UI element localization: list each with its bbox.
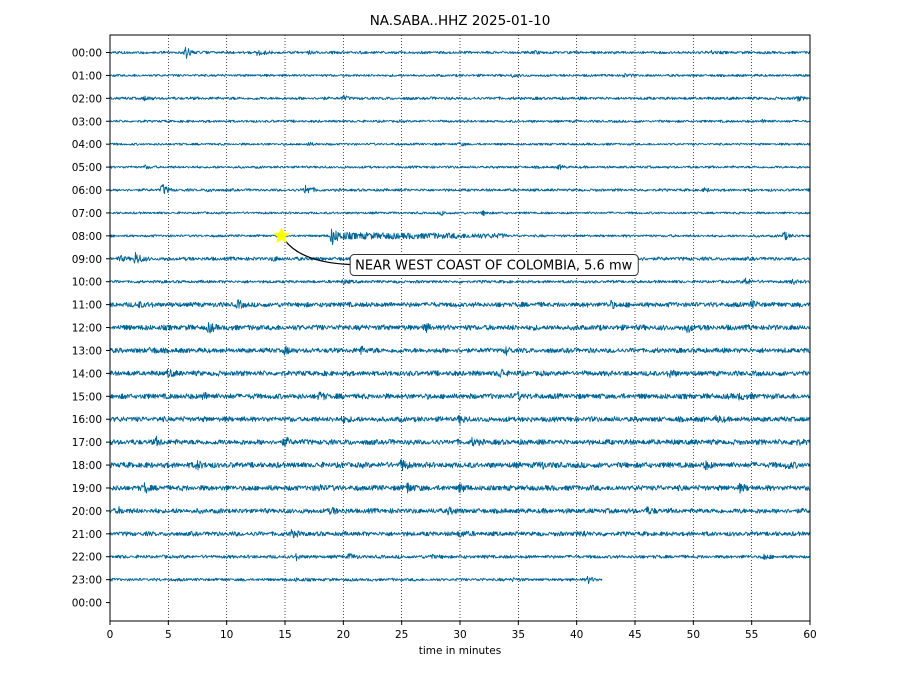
y-tick-label: 00:00 bbox=[72, 598, 102, 610]
trace-row-20:00 bbox=[109, 505, 811, 516]
trace-row-23:00 bbox=[109, 575, 603, 585]
y-tick-label: 07:00 bbox=[72, 208, 102, 220]
event-star-icon bbox=[272, 226, 291, 244]
x-tick-label: 40 bbox=[570, 629, 583, 641]
x-tick-label: 45 bbox=[628, 629, 641, 641]
y-tick-label: 11:00 bbox=[72, 300, 102, 312]
trace-row-02:00 bbox=[109, 94, 811, 102]
y-tick-label: 04:00 bbox=[72, 139, 102, 151]
y-tick-label: 03:00 bbox=[72, 116, 102, 128]
x-tick-label: 55 bbox=[745, 629, 758, 641]
trace-row-00:00 bbox=[109, 46, 811, 59]
trace-row-04:00 bbox=[109, 141, 811, 147]
y-tick-label: 00:00 bbox=[72, 48, 102, 60]
y-tick-label: 21:00 bbox=[72, 529, 102, 541]
trace-rows bbox=[109, 46, 811, 585]
y-tick-label: 06:00 bbox=[72, 185, 102, 197]
x-tick-label: 50 bbox=[687, 629, 700, 641]
trace-row-12:00 bbox=[109, 321, 811, 334]
y-tick-label: 23:00 bbox=[72, 575, 102, 587]
trace-row-21:00 bbox=[109, 528, 811, 539]
trace-row-17:00 bbox=[109, 435, 811, 448]
x-axis-label: time in minutes bbox=[419, 645, 501, 657]
y-tick-label: 18:00 bbox=[72, 460, 102, 472]
y-tick-label: 13:00 bbox=[72, 345, 102, 357]
event-label-box bbox=[349, 254, 639, 277]
x-tick-label: 5 bbox=[165, 629, 172, 641]
x-tick-label: 20 bbox=[337, 629, 350, 641]
trace-row-01:00 bbox=[109, 72, 811, 78]
y-tick-label: 22:00 bbox=[72, 552, 102, 564]
y-tick-label: 08:00 bbox=[72, 231, 102, 243]
trace-row-05:00 bbox=[109, 163, 811, 170]
x-tick-label: 30 bbox=[453, 629, 466, 641]
x-tick-label: 60 bbox=[803, 629, 816, 641]
x-tick-label: 0 bbox=[107, 629, 114, 641]
trace-row-14:00 bbox=[109, 368, 811, 379]
trace-row-10:00 bbox=[109, 277, 811, 285]
trace-row-18:00 bbox=[109, 459, 811, 472]
y-tick-label: 10:00 bbox=[72, 277, 102, 289]
event-label: NEAR WEST COAST OF COLOMBIA, 5.6 mw bbox=[355, 259, 632, 274]
y-tick-label: 19:00 bbox=[72, 483, 102, 495]
y-tick-label: 05:00 bbox=[72, 162, 102, 174]
trace-row-16:00 bbox=[109, 414, 811, 425]
trace-row-22:00 bbox=[109, 553, 811, 562]
y-tick-label: 14:00 bbox=[72, 368, 102, 380]
x-tick-label: 25 bbox=[395, 629, 408, 641]
y-tick-label: 15:00 bbox=[72, 391, 102, 403]
y-tick-label: 12:00 bbox=[72, 323, 102, 335]
y-tick-label: 20:00 bbox=[72, 506, 102, 518]
trace-row-13:00 bbox=[109, 345, 811, 356]
trace-row-11:00 bbox=[109, 299, 811, 310]
y-axis-ticks: 00:00 01:00 02:00 03:00 04:00 05:00 06:00 07:00… bbox=[72, 48, 110, 610]
trace-row-06:00 bbox=[109, 183, 811, 195]
x-axis-ticks: 0 5 10 15 20 25 30 35 40 45 50 55 60 bbox=[107, 621, 817, 641]
y-tick-label: 17:00 bbox=[72, 437, 102, 449]
x-tick-label: 10 bbox=[220, 629, 233, 641]
x-tick-label: 35 bbox=[512, 629, 525, 641]
x-tick-label: 15 bbox=[278, 629, 291, 641]
trace-row-19:00 bbox=[109, 482, 811, 494]
trace-row-08:00 bbox=[109, 228, 811, 246]
trace-row-15:00 bbox=[109, 390, 811, 401]
trace-row-03:00 bbox=[109, 118, 811, 124]
chart-title: NA.SABA..HHZ 2025-01-10 bbox=[370, 13, 551, 29]
y-tick-label: 09:00 bbox=[72, 254, 102, 266]
trace-row-07:00 bbox=[109, 210, 811, 217]
y-tick-label: 02:00 bbox=[72, 93, 102, 105]
y-tick-label: 01:00 bbox=[72, 70, 102, 82]
y-tick-label: 16:00 bbox=[72, 414, 102, 426]
event-annotation: NEAR WEST COAST OF COLOMBIA, 5.6 mw bbox=[272, 226, 639, 277]
event-arrow bbox=[284, 239, 351, 266]
